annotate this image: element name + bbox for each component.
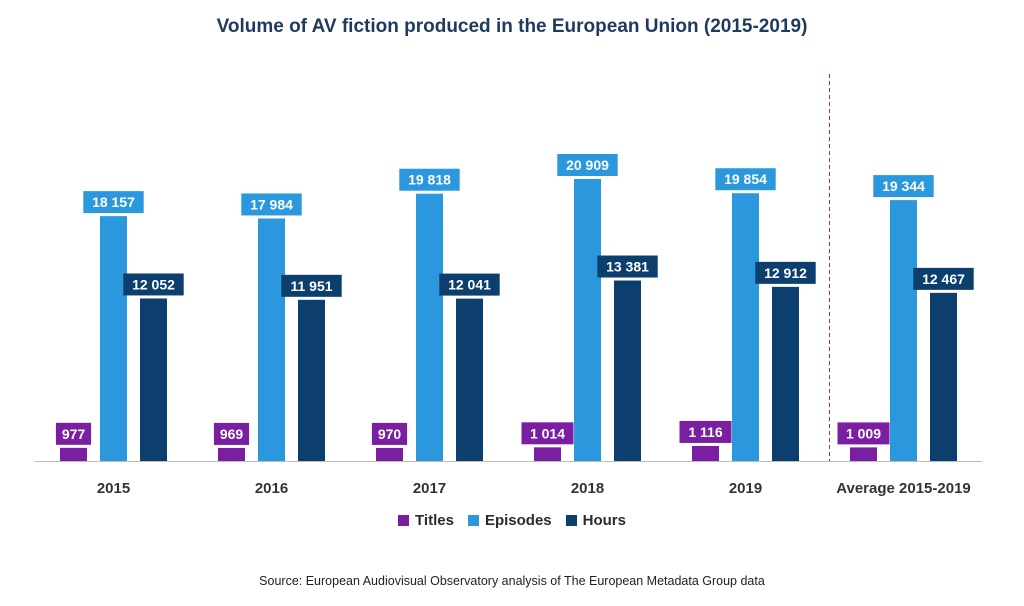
x-tick-label-4: 2019 [729,480,762,497]
legend-swatch-episodes [467,515,479,526]
legend-label-episodes: Episodes [484,512,552,529]
legend-swatch-hours [565,515,577,526]
bar-titles-3 [534,447,561,461]
data-label-bg-hours-0 [123,273,184,296]
x-tick-label-2: 2017 [413,480,446,497]
legend: Titles Episodes Hours [0,512,1024,529]
legend-item-episodes: Episodes [467,512,552,529]
data-label-bg-episodes-0 [83,191,144,214]
data-label-bg-episodes-3 [557,154,618,176]
bar-hours-4 [772,286,799,461]
data-label-episodes-5: 19 344 [882,178,925,194]
bar-hours-1 [298,299,325,461]
bar-titles-2 [376,447,403,461]
data-label-bg-episodes-5 [873,175,934,198]
data-label-titles-0: 977 [62,426,86,442]
bar-titles-4 [692,445,719,461]
data-label-bg-titles-5 [837,422,890,445]
bar-episodes-0 [100,216,127,461]
x-tick-label-0: 2015 [97,480,130,497]
data-label-episodes-4: 19 854 [724,171,767,187]
data-label-bg-titles-0 [55,422,92,445]
legend-item-titles: Titles [398,512,454,529]
data-label-hours-2: 12 041 [448,277,491,293]
data-label-bg-titles-3 [521,422,574,445]
data-label-bg-episodes-4 [715,168,776,191]
data-label-bg-hours-4 [755,261,816,284]
data-label-titles-2: 970 [378,426,402,442]
data-label-titles-4: 1 116 [688,424,722,440]
data-label-episodes-3: 20 909 [566,157,609,173]
bar-episodes-2 [416,193,443,461]
data-label-bg-hours-3 [597,255,658,278]
data-label-hours-4: 12 912 [764,265,807,281]
bar-titles-1 [218,447,245,461]
data-label-bg-episodes-2 [399,168,460,191]
data-label-hours-1: 11 951 [290,278,332,294]
data-label-bg-titles-4 [679,420,732,443]
bar-hours-2 [456,298,483,461]
bar-episodes-3 [574,179,601,461]
bar-episodes-5 [890,200,917,461]
bar-hours-3 [614,280,641,461]
bar-episodes-4 [732,193,759,461]
bar-titles-5 [850,447,877,461]
data-label-bg-hours-2 [439,273,500,296]
legend-swatch-titles [398,515,410,526]
data-label-hours-0: 12 052 [132,276,175,292]
legend-item-hours: Hours [565,512,626,529]
bar-episodes-1 [258,218,285,461]
data-label-titles-1: 969 [220,426,244,442]
legend-label-titles: Titles [415,512,454,529]
data-label-bg-hours-5 [913,267,974,290]
legend-label-hours: Hours [582,512,626,529]
bar-titles-0 [60,447,87,461]
data-label-bg-titles-1 [213,422,250,445]
x-tick-label-3: 2018 [571,480,604,497]
data-label-episodes-2: 19 818 [408,172,451,188]
bar-hours-5 [930,292,957,461]
source-note: Source: European Audiovisual Observatory… [259,574,765,588]
x-tick-label-1: 2016 [255,480,288,497]
data-label-titles-5: 1 009 [846,425,881,441]
x-tick-label-5: Average 2015-2019 [836,480,971,497]
data-label-hours-5: 12 467 [922,271,965,287]
bar-hours-0 [140,298,167,461]
data-label-bg-episodes-1 [241,193,302,216]
data-label-episodes-1: 17 984 [250,196,293,212]
data-label-titles-3: 1 014 [530,425,565,441]
data-label-episodes-0: 18 157 [92,194,135,210]
data-label-hours-3: 13 381 [606,259,649,275]
chart-title: Volume of AV fiction produced in the Eur… [216,16,808,37]
data-label-bg-titles-2 [371,422,408,445]
data-label-bg-hours-1 [281,274,342,297]
